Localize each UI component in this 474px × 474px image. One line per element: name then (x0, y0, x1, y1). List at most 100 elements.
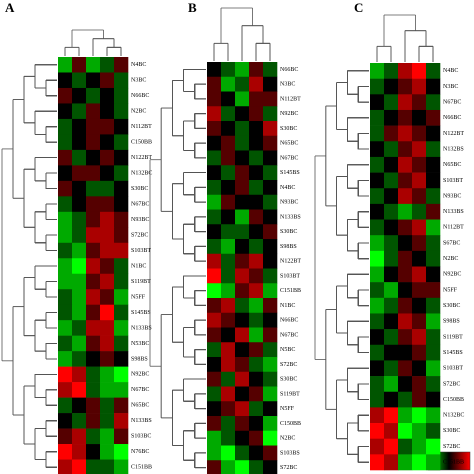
heatmap-cell (263, 401, 278, 417)
heatmap-cell (235, 121, 250, 137)
heatmap-cell (235, 106, 250, 122)
heatmap-cell (384, 360, 399, 377)
heatmap-cell (249, 106, 264, 122)
heatmap-cell (100, 335, 115, 352)
heatmap-cell (221, 165, 236, 181)
heatmap-cell (207, 327, 222, 343)
heatmap-cell (370, 423, 385, 439)
heatmap-cell (426, 125, 441, 142)
heatmap-cell (412, 391, 427, 408)
heatmap-cell (412, 438, 427, 455)
heatmap-cell (398, 235, 413, 252)
heatmap-cell (398, 94, 413, 111)
heatmap-cell (412, 454, 427, 471)
heatmap-cell (58, 335, 73, 352)
row-label: N4BC (280, 185, 295, 191)
heatmap-cell (398, 63, 413, 79)
row-label: S30BC (280, 126, 297, 132)
heatmap-cell (58, 289, 73, 306)
row-label: S67BC (443, 240, 460, 246)
heatmap-cell (100, 180, 115, 197)
row-label: S30BC (131, 186, 148, 192)
row-label: S98BS (443, 319, 460, 325)
heatmap-cell (221, 150, 236, 166)
heatmap-cell (249, 150, 264, 166)
heatmap-cell (249, 445, 264, 461)
heatmap-cell (235, 165, 250, 181)
heatmap-cell (398, 188, 413, 205)
heatmap-cell (58, 366, 73, 383)
row-label: C151BB (443, 460, 464, 466)
heatmap-cell (398, 266, 413, 283)
heatmap-cell (114, 397, 129, 414)
heatmap-cell (114, 103, 129, 120)
heatmap-cell (100, 351, 115, 367)
heatmap-cell (263, 224, 278, 240)
heatmap-cell (263, 268, 278, 284)
row-label: S103BT (443, 366, 463, 372)
heatmap-cell (384, 297, 399, 314)
row-label: S103BS (280, 450, 300, 456)
heatmap-cell (86, 304, 101, 321)
heatmap-cell (235, 312, 250, 328)
row-label: S103BC (131, 434, 151, 440)
row-label: N76BC (131, 449, 149, 455)
row-label: N1BC (131, 263, 146, 269)
heatmap-cell (72, 444, 87, 460)
heatmap-cell (384, 219, 399, 236)
heatmap-cell (412, 329, 427, 346)
heatmap-cell (100, 428, 115, 445)
row-label: S72BC (280, 362, 297, 368)
heatmap-cell (221, 76, 236, 92)
heatmap-cell (398, 407, 413, 424)
heatmap-cell (370, 297, 385, 314)
heatmap-cell (412, 63, 427, 79)
row-label: N93BC (131, 217, 149, 223)
heatmap-cell (114, 335, 129, 352)
heatmap-cell (207, 194, 222, 210)
heatmap-cell (221, 194, 236, 210)
heatmap-cell (72, 320, 87, 336)
heatmap-cell (370, 376, 385, 393)
heatmap-cell (58, 196, 73, 213)
heatmap-cell (249, 430, 264, 446)
heatmap-cell (263, 76, 278, 92)
row-label: C151BB (280, 288, 301, 294)
heatmap-cell (412, 156, 427, 173)
row-label: N92BC (131, 372, 149, 378)
heatmap-cell (370, 172, 385, 189)
heatmap-cell (235, 327, 250, 343)
heatmap-cell (249, 76, 264, 92)
row-label: S30BC (280, 377, 297, 383)
row-label: S103BT (443, 178, 463, 184)
heatmap-cell (114, 258, 129, 275)
heatmap-cell (249, 121, 264, 137)
heatmap-cell (263, 121, 278, 137)
heatmap-cell (235, 76, 250, 92)
heatmap-cell (114, 57, 129, 73)
heatmap-cell (398, 344, 413, 361)
panel-title: B (188, 0, 197, 15)
heatmap-cell (412, 203, 427, 220)
heatmap-cell (207, 460, 222, 474)
heatmap-cell (235, 386, 250, 402)
heatmap-cell (384, 125, 399, 142)
heatmap-cell (58, 134, 73, 151)
row-label: N2BC (280, 436, 295, 442)
heatmap-cell (72, 366, 87, 383)
row-label: N53BC (131, 341, 149, 347)
heatmap-cell (207, 91, 222, 107)
heatmap-cell (86, 366, 101, 383)
heatmap-cell (426, 141, 441, 158)
heatmap-cell (100, 289, 115, 306)
heatmap-cell (426, 203, 441, 220)
heatmap-cell (114, 118, 129, 135)
heatmap-cell (370, 313, 385, 330)
heatmap-cell (100, 72, 115, 89)
heatmap-cell (235, 180, 250, 196)
heatmap-cell (100, 103, 115, 120)
heatmap-cell (263, 445, 278, 461)
row-label: S72BC (280, 465, 297, 471)
heatmap-cell (412, 235, 427, 252)
